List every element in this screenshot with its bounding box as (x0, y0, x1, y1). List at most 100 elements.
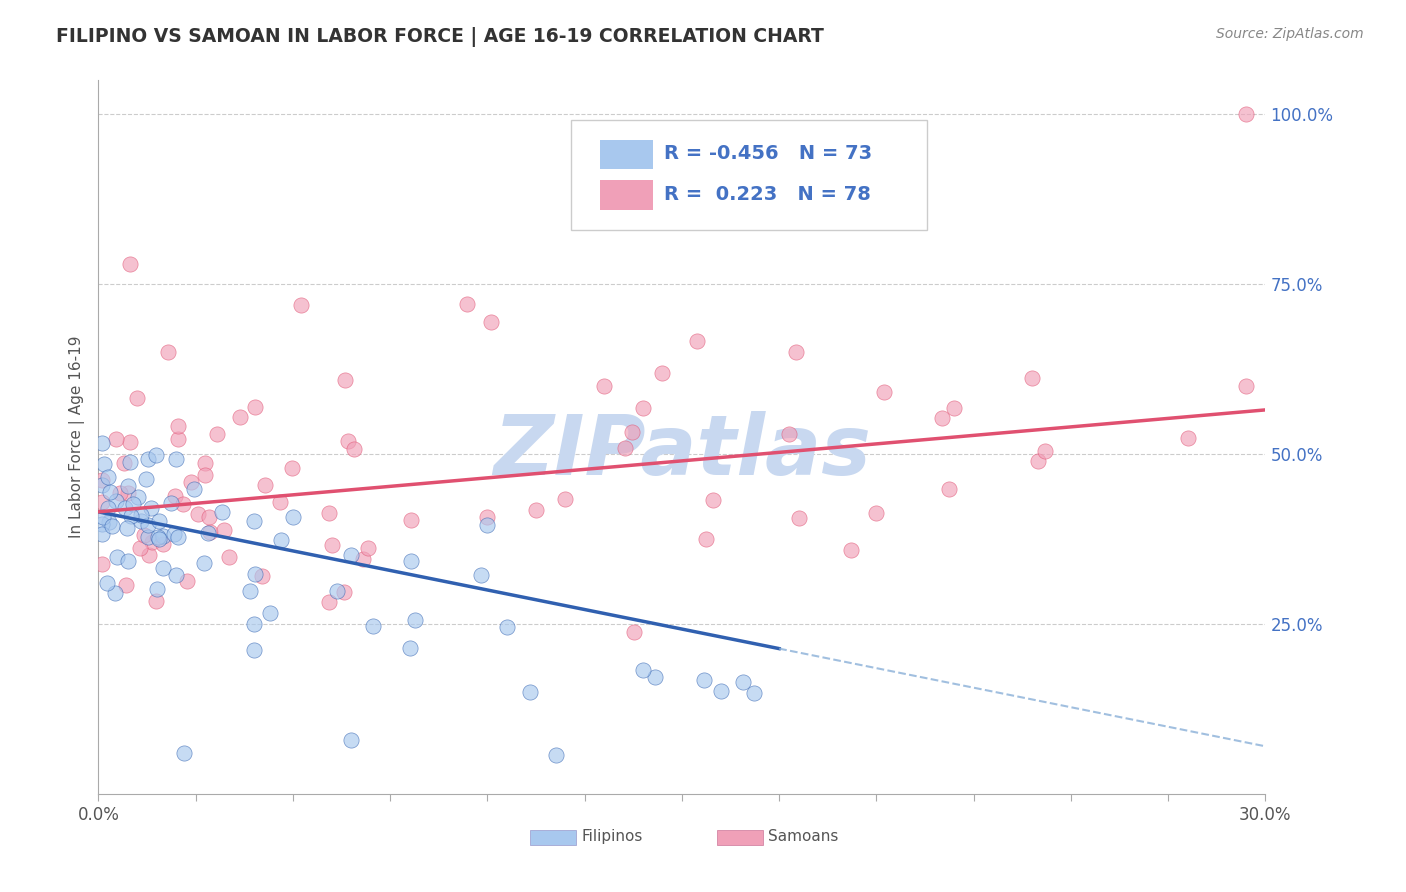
Point (218, 549, 240, 564)
Point (710, 683, 733, 698)
Point (340, 548, 363, 562)
Point (340, 732, 363, 747)
Point (160, 496, 183, 510)
Point (165, 452, 187, 467)
Text: R =  0.223   N = 78: R = 0.223 N = 78 (665, 185, 872, 204)
Point (398, 640, 420, 655)
Text: Samoans: Samoans (768, 830, 838, 844)
Point (481, 315, 503, 329)
Point (1177, 432, 1199, 446)
Point (146, 582, 169, 597)
Point (733, 674, 755, 689)
Point (91, 526, 114, 541)
Point (105, 549, 128, 564)
Point (152, 560, 174, 574)
Point (742, 686, 765, 700)
Point (148, 530, 170, 544)
Point (91, 477, 114, 491)
Point (97, 470, 120, 484)
Point (623, 625, 645, 640)
Point (496, 620, 519, 634)
Y-axis label: In Labor Force | Age 16-19: In Labor Force | Age 16-19 (69, 335, 84, 539)
Point (148, 532, 170, 546)
Point (165, 568, 187, 582)
Text: Filipinos: Filipinos (582, 830, 643, 844)
Point (114, 501, 136, 516)
Point (943, 401, 966, 416)
Point (117, 554, 139, 568)
Point (136, 530, 159, 544)
Point (631, 663, 654, 677)
Point (129, 541, 152, 556)
Point (399, 553, 422, 567)
Point (613, 441, 636, 455)
Text: FILIPINO VS SAMOAN IN LABOR FORCE | AGE 16-19 CORRELATION CHART: FILIPINO VS SAMOAN IN LABOR FORCE | AGE … (56, 27, 824, 46)
Bar (717, 830, 763, 846)
Point (129, 514, 152, 528)
Point (110, 485, 132, 500)
Point (117, 485, 139, 500)
Point (1026, 454, 1049, 468)
Point (644, 670, 666, 684)
Point (470, 568, 492, 582)
Point (477, 510, 499, 524)
Point (865, 506, 887, 520)
Point (114, 577, 136, 591)
Point (173, 746, 195, 760)
Point (127, 491, 149, 505)
Point (193, 556, 215, 570)
Point (281, 461, 304, 475)
Point (91, 510, 114, 524)
Point (631, 401, 654, 416)
Point (91, 557, 114, 571)
Point (118, 434, 141, 449)
Point (524, 503, 547, 517)
Point (172, 497, 194, 511)
Point (183, 482, 205, 496)
Point (180, 475, 202, 489)
Point (91, 436, 114, 450)
Point (118, 257, 141, 271)
Point (544, 748, 567, 763)
Point (254, 478, 277, 492)
Point (136, 518, 159, 533)
Point (239, 584, 262, 599)
Point (243, 643, 266, 657)
Point (620, 425, 643, 440)
Point (148, 514, 170, 528)
Point (91, 516, 114, 531)
Point (98, 485, 121, 500)
Point (112, 456, 135, 470)
Point (152, 537, 174, 551)
Point (1033, 443, 1056, 458)
Point (138, 548, 160, 562)
Point (104, 586, 127, 600)
Point (938, 482, 960, 496)
Point (651, 366, 673, 380)
Point (337, 434, 360, 449)
Point (554, 492, 576, 507)
Text: ZIPatlas: ZIPatlas (494, 411, 870, 491)
Point (702, 493, 724, 508)
Point (194, 457, 217, 471)
Point (132, 528, 155, 542)
Point (96, 576, 118, 591)
Point (873, 385, 896, 400)
Point (98, 515, 121, 529)
Point (145, 594, 167, 608)
Point (693, 673, 716, 688)
Point (200, 524, 222, 539)
Point (118, 455, 141, 469)
Point (129, 508, 152, 523)
Point (117, 478, 139, 492)
Point (1234, 107, 1257, 121)
Point (1021, 371, 1043, 385)
Point (145, 448, 167, 462)
Point (93, 457, 115, 471)
Point (333, 585, 356, 599)
Point (243, 400, 266, 414)
Point (125, 392, 148, 406)
FancyBboxPatch shape (571, 120, 927, 230)
Point (162, 526, 184, 541)
Point (166, 432, 188, 446)
